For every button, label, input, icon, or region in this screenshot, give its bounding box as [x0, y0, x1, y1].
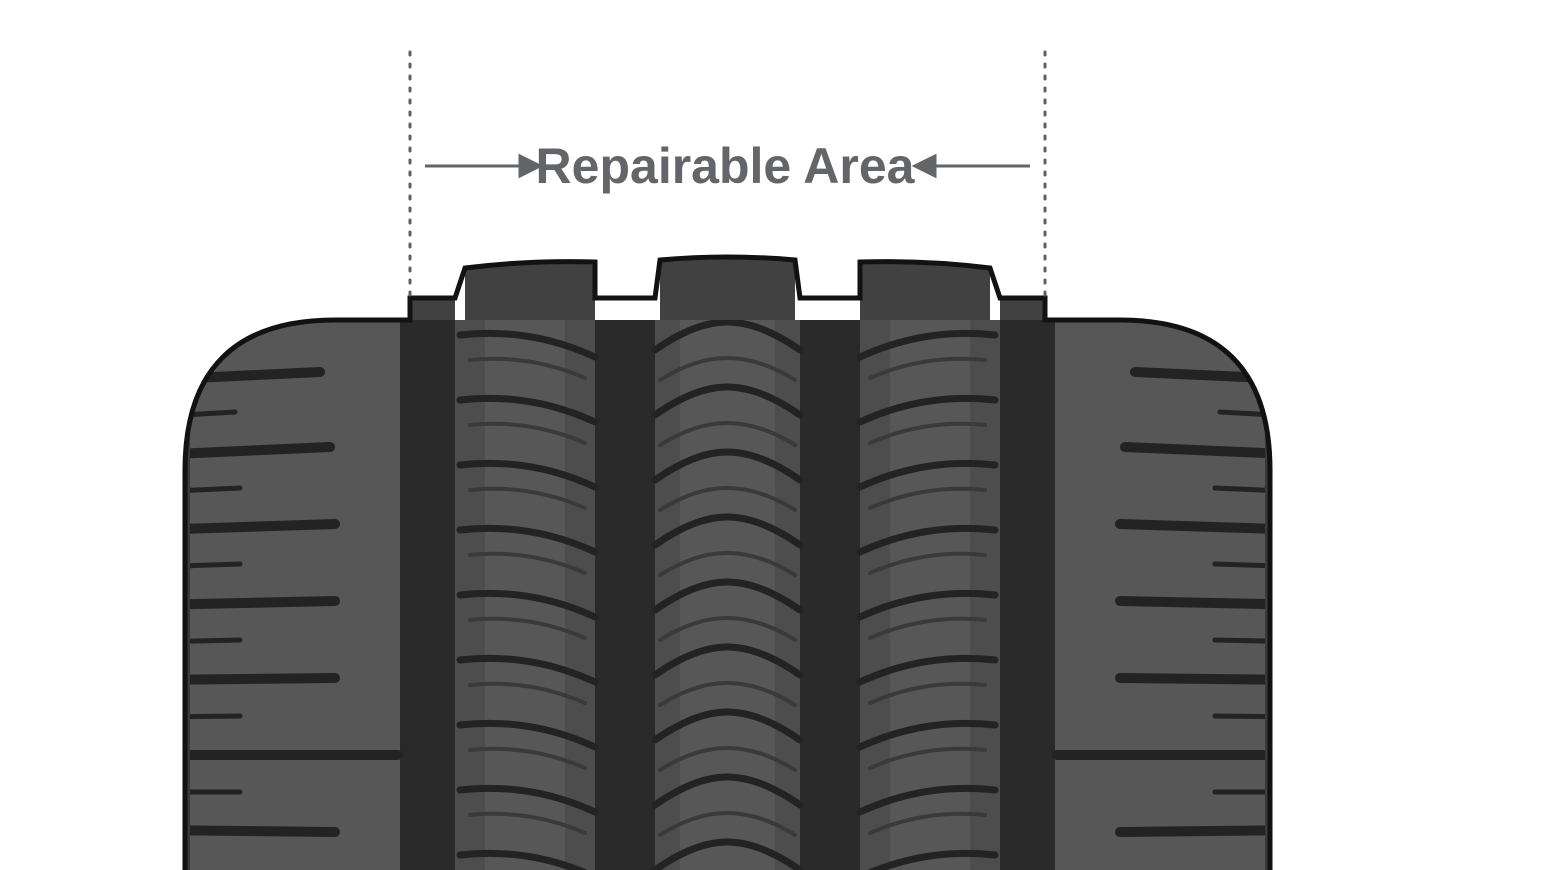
tread-crown: [410, 257, 1045, 328]
repairable-area-label: Repairable Area: [536, 137, 915, 195]
tire: [150, 257, 1310, 870]
diagram-svg: [0, 0, 1548, 870]
tire-repairable-area-diagram: Repairable Area: [0, 0, 1548, 870]
groove-3: [800, 260, 860, 870]
groove-2: [595, 260, 655, 870]
groove-4: [1000, 268, 1055, 870]
arrow-left: [425, 156, 540, 176]
arrow-right: [915, 156, 1030, 176]
groove-1: [400, 268, 455, 870]
